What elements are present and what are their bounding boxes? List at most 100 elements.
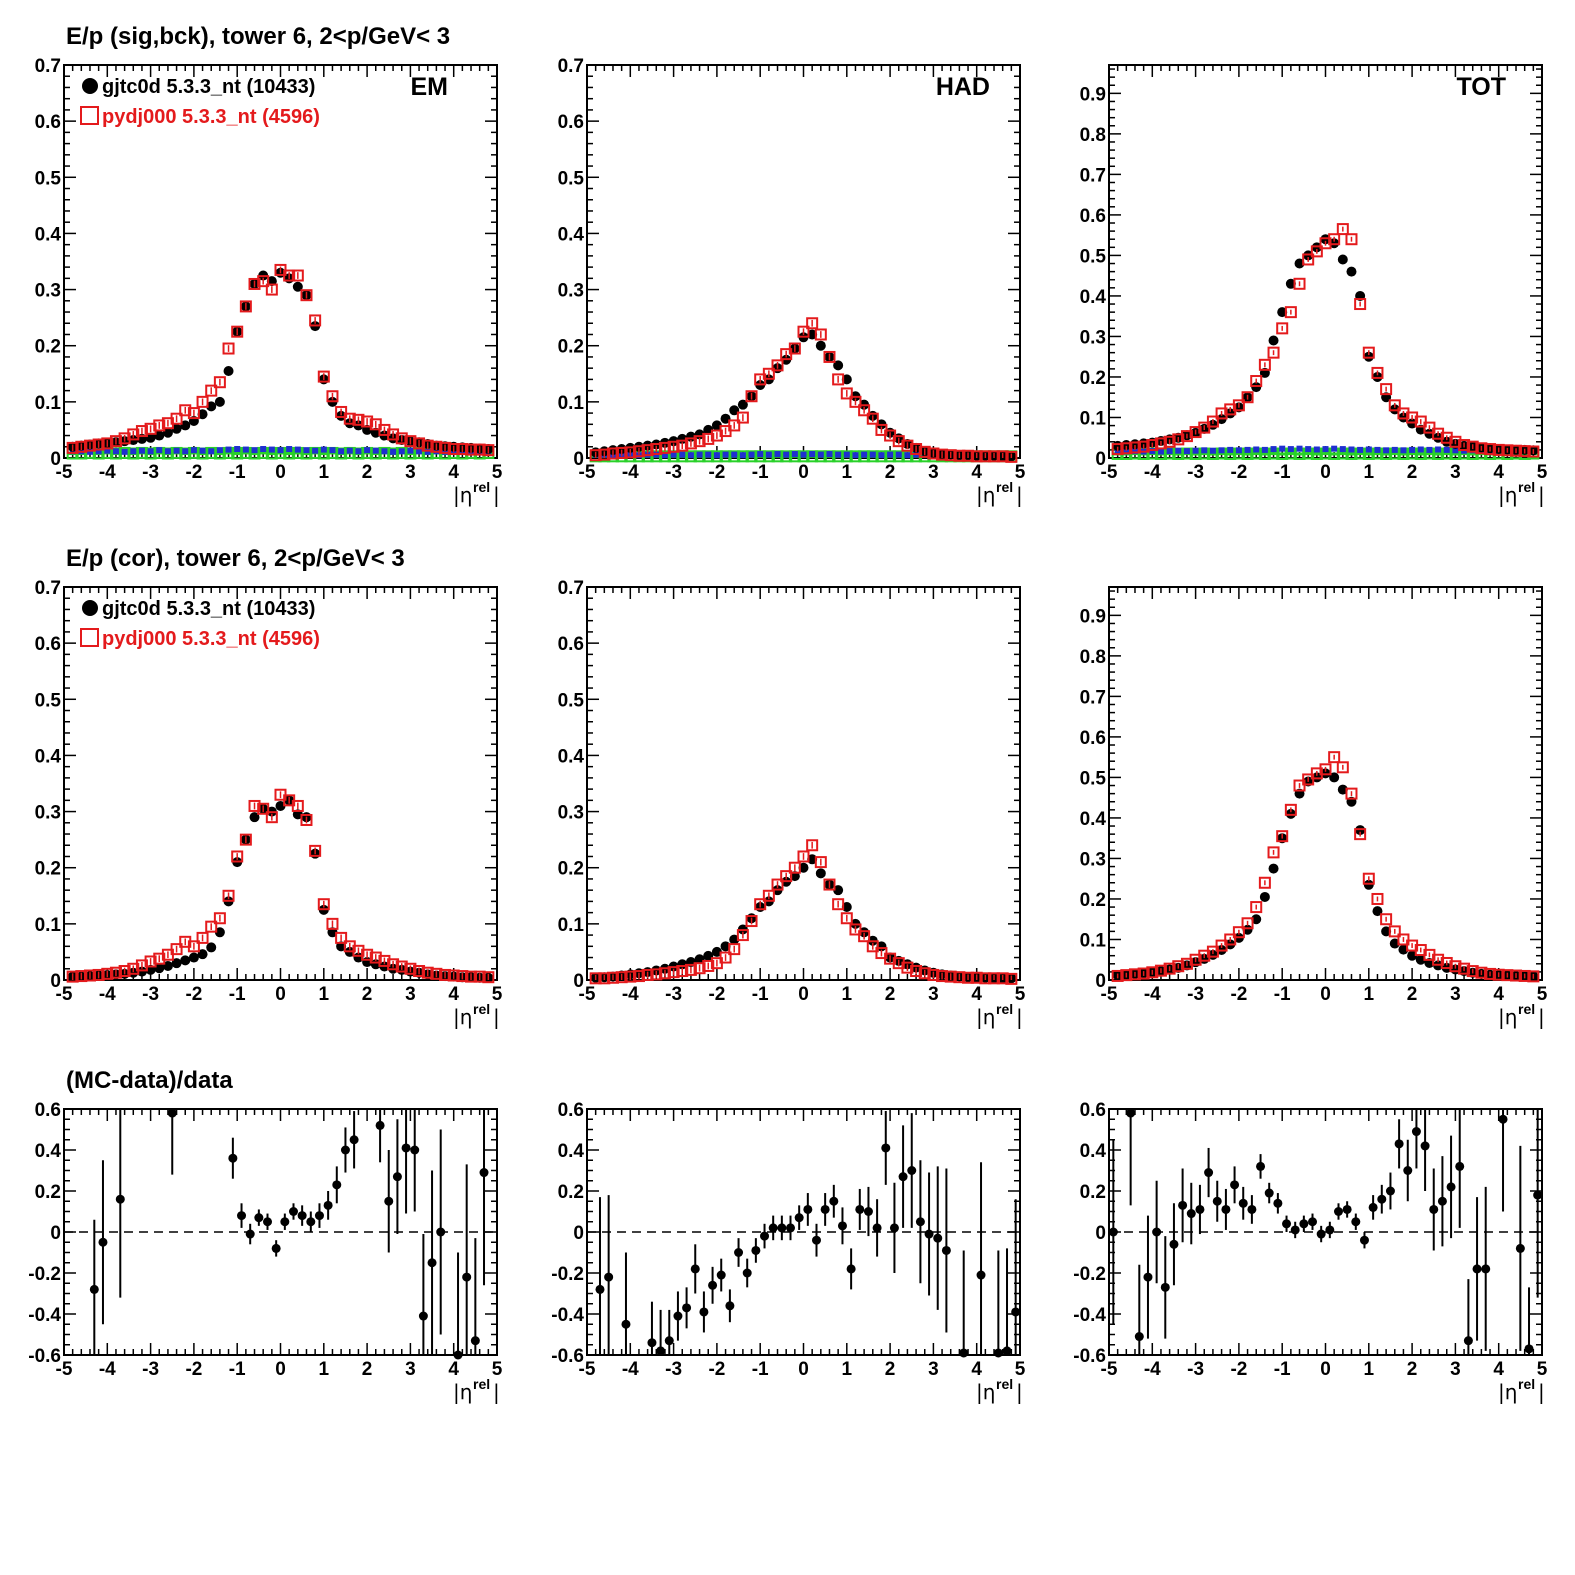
y-tick-label: 0.1 [1080,930,1107,951]
mc-point [650,443,663,456]
y-tick-label: 0.4 [35,1141,62,1162]
bkg-data-point [182,448,189,455]
data-point [275,800,286,811]
panel-tot-sigbck: -5 -4 -3 -2 -1 0 1 2 3 4 5 0 0.1 0.2 0.3 0.4 0.5 0.6 0.7 0.… [1080,64,1548,507]
y-tick-label: -0.4 [28,1305,61,1326]
x-tick-label: -3 [142,984,159,1005]
x-tick-label: -4 [1144,462,1161,483]
y-tick-label: 0 [1095,971,1106,992]
y-tick-label: 0.5 [558,168,585,189]
y-tick-label: 0.5 [1080,768,1107,789]
bkg-data-point [1435,446,1442,453]
mc-point [702,432,715,445]
mc-point [1302,773,1315,786]
data-point [1268,335,1279,346]
ratio-point [820,1204,830,1214]
mc-point [222,342,235,355]
bkg-data-point [208,448,215,455]
ratio-point [1126,1108,1136,1118]
x-tick-label: -4 [622,1359,639,1380]
bkg-data-point [1443,446,1450,453]
bkg-data-point [268,446,275,453]
y-tick-label: 0.6 [558,112,584,133]
x-tick-label: 1 [1364,984,1375,1005]
x-tick-label: -4 [99,1359,116,1380]
mc-point [1267,346,1280,359]
data-point [1346,266,1357,277]
mc-point [988,972,1001,985]
mc-point [265,283,278,296]
y-tick-label: 0.1 [1080,408,1107,429]
x-tick-label: 2 [1407,462,1418,483]
mc-point [1224,933,1237,946]
ratio-point [1368,1202,1378,1212]
y-tick-label: 0.6 [558,1100,584,1121]
ratio-point [271,1243,281,1253]
y-tick-label: 0.7 [35,578,61,599]
mc-point [66,970,79,983]
x-tick-label: 4 [448,1359,459,1380]
legend-marker-mc [80,106,99,125]
mc-point [257,275,270,288]
x-tick-label: 3 [928,984,939,1005]
mc-point [1484,443,1497,456]
bkg-data-point [1149,448,1156,455]
ratio-point [1359,1235,1369,1245]
data-point [859,927,870,938]
mc-point [300,289,313,302]
bkg-data-point [277,447,284,454]
bkg-data-point [416,448,423,455]
x-tick-label: -1 [229,984,246,1005]
mc-point [1276,830,1289,843]
bkg-data-point [199,447,206,454]
y-tick-label: 0.2 [35,337,61,358]
y-tick-label: 0.3 [558,803,584,824]
mc-point [1510,969,1523,982]
mc-point [395,960,408,973]
ratio-point [959,1348,969,1358]
bkg-data-point [320,446,327,453]
mc-point [231,325,244,338]
data-point [206,401,217,412]
x-tick-label: -1 [752,1359,769,1380]
mc-point [326,917,339,930]
x-tick-label: -5 [1101,1359,1118,1380]
mc-point [849,923,862,936]
bkg-data-point [338,448,345,455]
y-tick-label: 0.6 [35,634,61,655]
bkg-data-point [216,447,223,454]
mc-point [1510,444,1523,457]
mc-point [395,432,408,445]
ratio-point [803,1204,813,1214]
x-axis-label-end: | [1016,483,1023,507]
bkg-data-point [130,448,137,455]
x-tick-label: -1 [1274,984,1291,1005]
ratio-point [768,1223,778,1233]
ratio-point [915,1217,925,1227]
mc-point [858,404,871,417]
mc-point [901,439,914,452]
mc-point [456,970,469,983]
ratio-point [1351,1217,1361,1227]
bkg-data-point [791,451,798,458]
ratio-point [1316,1229,1326,1239]
mc-point [1388,925,1401,938]
x-tick-label: -4 [1144,984,1161,1005]
legend-cor: gjtc0d 5.3.3_nt (10433) pydj000 5.3.3_nt… [80,598,320,650]
mc-point [1328,233,1341,246]
mc-point [641,968,654,981]
x-tick-label: -3 [1187,1359,1204,1380]
ratio-point [263,1217,273,1227]
ratio-point [1230,1180,1240,1190]
mc-point [1484,967,1497,980]
mc-point [109,966,122,979]
bkg-data-point [1452,447,1459,454]
data-point [206,942,217,953]
mc-point [404,962,417,975]
mc-point [465,443,478,456]
bkg-data-point [1426,446,1433,453]
bkg-data-point [381,448,388,455]
data-point [841,374,852,385]
bkg-data-point [731,451,738,458]
mc-point [1501,969,1514,982]
